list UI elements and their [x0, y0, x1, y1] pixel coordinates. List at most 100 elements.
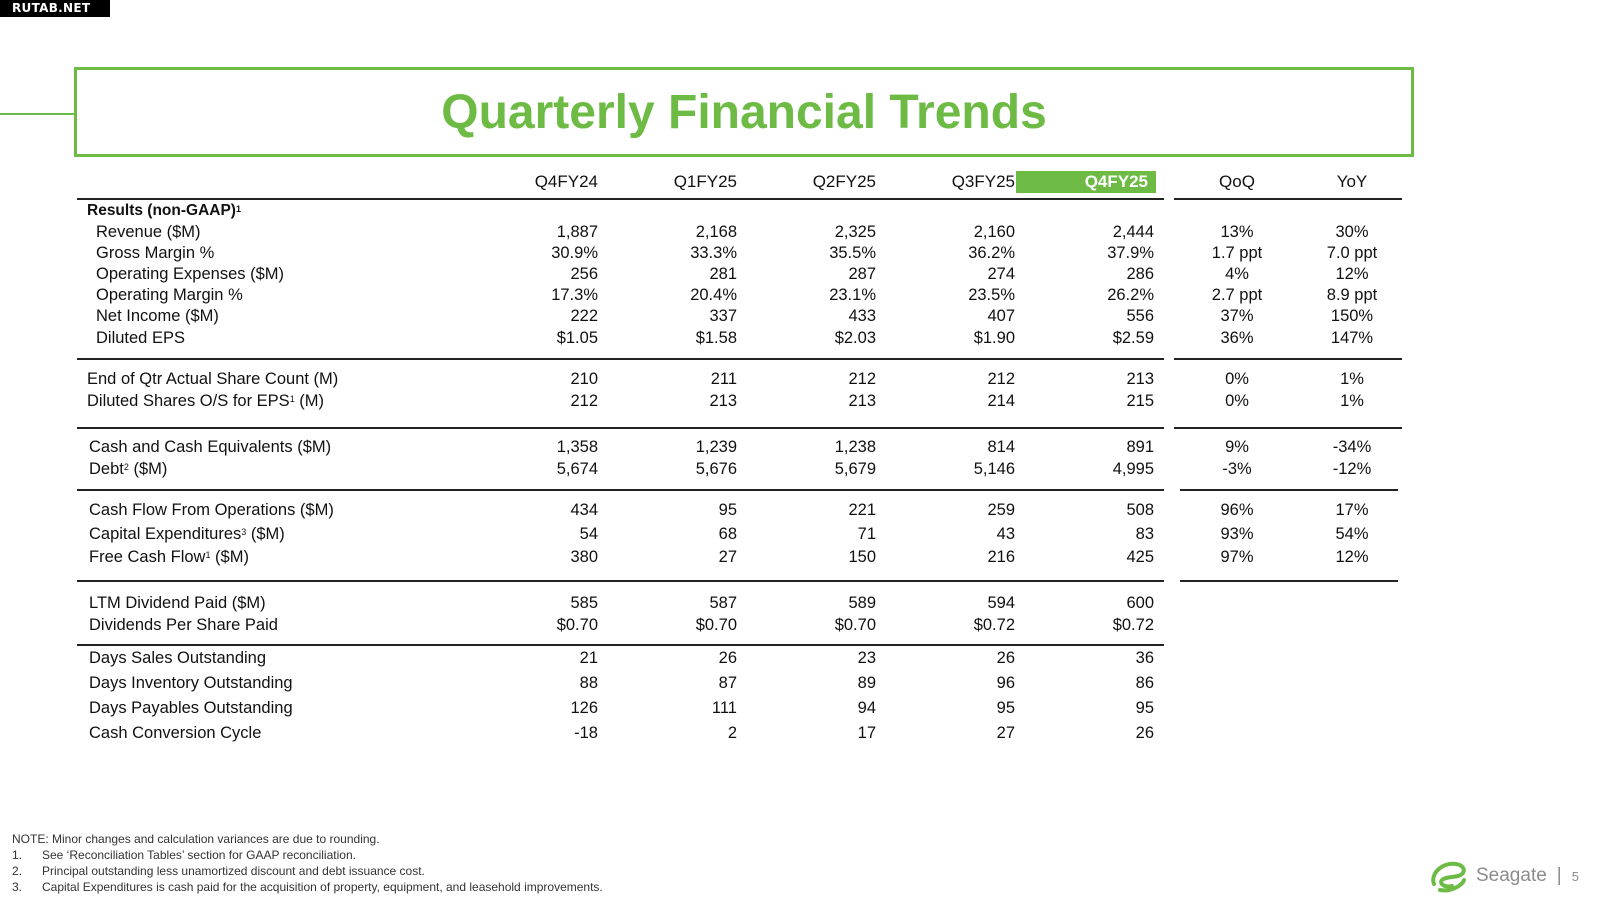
watermark: RUTAB.NET	[0, 0, 110, 17]
table-cell: 214	[987, 392, 1015, 410]
table-cell: 210	[570, 370, 598, 388]
table-cell: $2.59	[1112, 329, 1154, 347]
row-label: Net Income ($M)	[96, 307, 219, 325]
table-cell: 212	[987, 370, 1015, 388]
table-cell: 213	[1126, 370, 1154, 388]
title-leader-line	[0, 113, 74, 115]
seagate-swirl-icon	[1431, 861, 1466, 893]
table-rule-4	[77, 580, 1164, 582]
footer-separator: |	[1556, 865, 1562, 886]
table-cell: 1,887	[556, 223, 598, 241]
column-header-q1fy25: Q1FY25	[673, 172, 737, 191]
table-cell: 27	[718, 548, 737, 566]
page-number: 5	[1571, 868, 1579, 884]
row-label: Diluted EPS	[96, 329, 185, 347]
table-cell: 23	[857, 649, 876, 667]
table-cell: $2.03	[834, 329, 876, 347]
row-label: Days Sales Outstanding	[89, 649, 267, 667]
yoy-cell: 12%	[1335, 265, 1369, 283]
table-cell: 83	[1135, 525, 1154, 543]
row-label: Cash Flow From Operations ($M)	[89, 501, 334, 519]
footnote-marker: 1	[235, 204, 241, 214]
table-cell: 54	[579, 525, 598, 543]
table-cell: 96	[996, 674, 1015, 692]
row-label: Cash and Cash Equivalents ($M)	[89, 438, 332, 456]
table-rule-compare-3	[1180, 489, 1398, 491]
table-cell: $0.70	[834, 616, 876, 634]
table-cell: 587	[709, 594, 737, 612]
footnote-3: 3. Capital Expenditures is cash paid for …	[12, 880, 603, 894]
table-cell: 35.5%	[829, 244, 876, 262]
table-cell: 26	[718, 649, 737, 667]
row-label: Debt2 ($M)	[89, 460, 168, 478]
table-cell: 600	[1126, 594, 1154, 612]
table-cell: 17.3%	[551, 286, 598, 304]
table-cell: 95	[1135, 699, 1154, 717]
table-cell: 87	[718, 674, 737, 692]
footnote-marker: 2	[123, 462, 129, 472]
qoq-cell: 9%	[1225, 438, 1249, 456]
table-cell: 89	[857, 674, 876, 692]
table-cell: 221	[848, 501, 876, 519]
table-cell: 585	[570, 594, 598, 612]
row-label: LTM Dividend Paid ($M)	[89, 594, 266, 612]
qoq-cell: 97%	[1220, 548, 1254, 566]
table-cell: 287	[848, 265, 876, 283]
table-cell: 26.2%	[1107, 286, 1154, 304]
table-cell: 407	[987, 307, 1015, 325]
yoy-cell: 8.9 ppt	[1326, 286, 1378, 304]
page-title: Quarterly Financial Trends	[441, 86, 1047, 139]
table-cell: $0.70	[556, 616, 598, 634]
table-cell: 380	[570, 548, 598, 566]
table-cell: 222	[570, 307, 598, 325]
table-cell: 2,168	[695, 223, 737, 241]
table-cell: 68	[718, 525, 737, 543]
qoq-cell: 37%	[1220, 307, 1254, 325]
table-cell: 433	[848, 307, 876, 325]
table-cell: 71	[857, 525, 876, 543]
table-cell: 2	[727, 724, 737, 742]
qoq-cell: 36%	[1220, 329, 1254, 347]
row-label: Operating Expenses ($M)	[96, 265, 285, 283]
table-cell: 95	[996, 699, 1015, 717]
section-header-results: Results (non-GAAP)1	[87, 202, 241, 219]
row-label: Dividends Per Share Paid	[89, 616, 278, 634]
table-cell: 20.4%	[690, 286, 737, 304]
footnote-marker: 3	[241, 527, 247, 537]
yoy-cell: -12%	[1332, 460, 1372, 478]
row-label: Days Inventory Outstanding	[89, 674, 293, 692]
table-cell: 2,444	[1112, 223, 1154, 241]
table-cell: 215	[1126, 392, 1154, 410]
yoy-cell: 7.0 ppt	[1326, 244, 1378, 262]
table-cell: 37.9%	[1107, 244, 1154, 262]
table-rule-0	[77, 198, 1164, 200]
row-label: Revenue ($M)	[96, 223, 201, 241]
table-cell: 5,679	[834, 460, 876, 478]
yoy-cell: -34%	[1332, 438, 1372, 456]
table-cell: -18	[574, 724, 598, 742]
table-cell: $1.90	[973, 329, 1015, 347]
title-box: Quarterly Financial Trends	[74, 67, 1414, 157]
yoy-cell: 1%	[1340, 370, 1364, 388]
table-rule-1	[77, 358, 1164, 360]
row-label: End of Qtr Actual Share Count (M)	[87, 370, 339, 388]
column-header-q3fy25: Q3FY25	[951, 172, 1015, 191]
table-cell: 434	[570, 501, 598, 519]
footnotes: NOTE: Minor changes and calculation vari…	[12, 831, 603, 895]
table-cell: 33.3%	[690, 244, 737, 262]
qoq-cell: 4%	[1225, 265, 1249, 283]
table-cell: 5,146	[973, 460, 1015, 478]
table-cell: $1.05	[556, 329, 598, 347]
table-cell: 212	[570, 392, 598, 410]
table-cell: 589	[848, 594, 876, 612]
column-header-q4fy25: Q4FY25	[1016, 171, 1156, 193]
footnote-marker: 1	[205, 550, 211, 560]
table-cell: 36	[1135, 649, 1154, 667]
table-cell: 23.1%	[829, 286, 876, 304]
table-cell: 2,160	[973, 223, 1015, 241]
table-rule-2	[77, 427, 1164, 429]
table-cell: $0.72	[973, 616, 1015, 634]
qoq-cell: 96%	[1220, 501, 1254, 519]
row-label: Days Payables Outstanding	[89, 699, 293, 717]
table-cell: 814	[987, 438, 1015, 456]
